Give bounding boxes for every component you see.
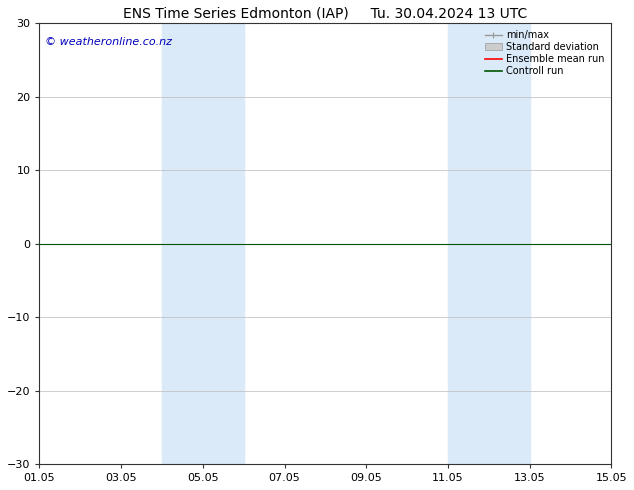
Bar <box>162 24 203 464</box>
Bar <box>203 24 243 464</box>
Title: ENS Time Series Edmonton (IAP)     Tu. 30.04.2024 13 UTC: ENS Time Series Edmonton (IAP) Tu. 30.04… <box>123 7 527 21</box>
Text: © weatheronline.co.nz: © weatheronline.co.nz <box>45 37 172 47</box>
Bar <box>448 24 489 464</box>
Legend: min/max, Standard deviation, Ensemble mean run, Controll run: min/max, Standard deviation, Ensemble me… <box>482 28 606 78</box>
Bar <box>489 24 529 464</box>
